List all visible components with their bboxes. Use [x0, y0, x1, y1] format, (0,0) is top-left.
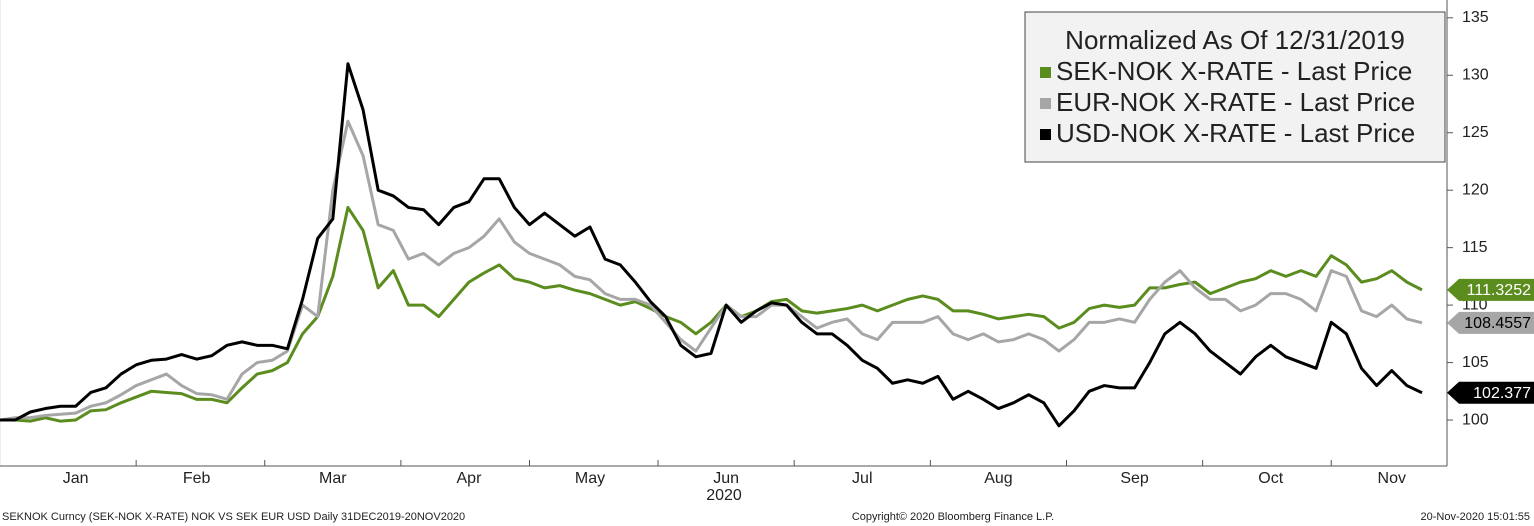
series-line [0, 205, 1423, 423]
last-value-tag [1447, 278, 1534, 301]
x-tick-label: Jul [852, 470, 872, 487]
y-tick-label: 125 [1462, 124, 1489, 141]
timestamp: 20-Nov-2020 15:01:55 [1421, 511, 1530, 523]
legend-swatch [1040, 129, 1051, 140]
last-value-label: 108.4557 [1464, 315, 1531, 332]
y-tick-label: 100 [1462, 411, 1489, 428]
x-tick-label: May [575, 470, 605, 487]
copyright: Copyright© 2020 Bloomberg Finance L.P. [852, 511, 1054, 523]
source-note: SEKNOK Curncy (SEK-NOK X-RATE) NOK VS SE… [2, 511, 465, 523]
x-tick-label: Jan [63, 470, 89, 487]
legend-label: USD-NOK X-RATE - Last Price [1056, 118, 1415, 148]
legend-box [1024, 11, 1446, 163]
x-tick-label: Feb [183, 470, 211, 487]
series-line [0, 62, 1423, 428]
legend-label: SEK-NOK X-RATE - Last Price [1056, 56, 1412, 86]
x-tick-label: Mar [319, 470, 347, 487]
legend-title: Normalized As Of 12/31/2019 [1065, 25, 1405, 55]
y-tick-label: 105 [1462, 354, 1489, 371]
x-tick-label: Apr [457, 470, 483, 487]
y-tick-label: 135 [1462, 9, 1489, 26]
last-value-label: 102.377 [1473, 385, 1531, 402]
x-axis-label: 2020 [706, 487, 742, 504]
x-tick-label: Nov [1378, 470, 1406, 487]
y-tick-label: 130 [1462, 66, 1489, 83]
y-tick-label: 120 [1462, 181, 1489, 198]
last-value-tag [1447, 381, 1534, 404]
x-tick-label: Jun [713, 470, 739, 487]
legend-swatch [1040, 67, 1051, 78]
last-value-label: 111.3252 [1467, 282, 1531, 299]
x-tick-label: Aug [984, 470, 1012, 487]
x-tick-label: Sep [1120, 470, 1149, 487]
last-value-tag [1447, 311, 1534, 334]
legend-label: EUR-NOK X-RATE - Last Price [1056, 87, 1415, 117]
series-line [0, 119, 1423, 422]
y-tick-label: 115 [1462, 239, 1488, 256]
x-tick-label: Oct [1258, 470, 1283, 487]
legend-swatch [1040, 98, 1051, 109]
